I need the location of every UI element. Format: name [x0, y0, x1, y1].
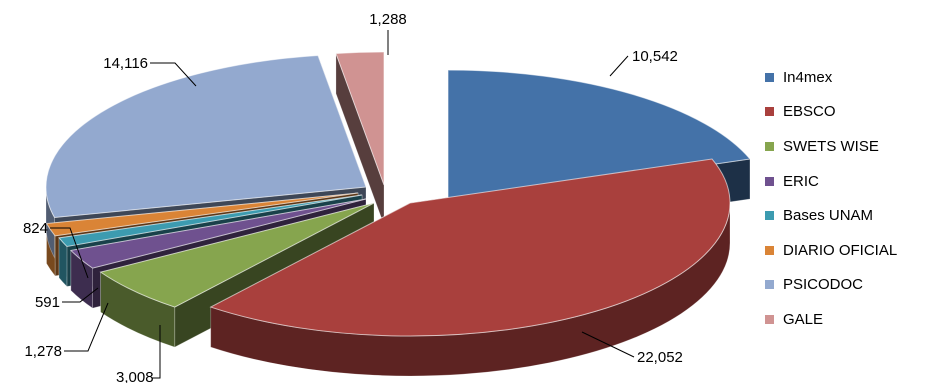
legend-label: GALE: [783, 310, 824, 328]
data-label: 1,278: [24, 343, 62, 360]
pie-slice: [58, 194, 363, 247]
data-label: 22,052: [637, 349, 683, 366]
leader-line: [150, 62, 197, 87]
legend-item: ERIC: [765, 164, 931, 199]
legend-item: PSICODOC: [765, 268, 931, 303]
legend-label: In4mex: [783, 68, 833, 86]
pie-chart: 10,542 22,052 3,008 1,278 591 824 14,116 1,288: [23, 11, 751, 383]
legend-swatch: [765, 176, 774, 186]
leader-line: [62, 287, 99, 303]
legend-swatch: [765, 211, 774, 221]
leader-line: [152, 325, 161, 379]
legend: In4mex EBSCO SWETS WISE ERIC Bases UNAM DIARI…: [765, 60, 931, 337]
legend-swatch: [765, 72, 774, 82]
data-label: 591: [35, 294, 60, 311]
data-label: 3,008: [116, 369, 154, 383]
pie-slice: [45, 192, 359, 237]
legend-item: SWETS WISE: [765, 129, 931, 164]
data-label: 14,116: [103, 55, 148, 72]
legend-label: DIARIO OFICIAL: [783, 241, 898, 259]
legend-label: PSICODOC: [783, 276, 864, 294]
leader-line: [50, 227, 89, 279]
legend-item: EBSCO: [765, 95, 931, 130]
leader-line: [64, 302, 109, 352]
legend-swatch: [765, 141, 774, 151]
legend-swatch: [765, 245, 774, 255]
legend-item: DIARIO OFICIAL: [765, 233, 931, 268]
legend-label: Bases UNAM: [783, 207, 874, 225]
legend-label: ERIC: [783, 172, 819, 190]
legend-item: GALE: [765, 302, 931, 337]
legend-item: Bases UNAM: [765, 198, 931, 233]
legend-swatch: [765, 314, 774, 324]
pie-slice: [209, 158, 731, 337]
legend-swatch: [765, 280, 774, 290]
data-label: 1,288: [369, 11, 407, 28]
leader-line: [581, 331, 635, 358]
pie-slice: [335, 51, 385, 186]
leader-line: [609, 55, 629, 77]
legend-swatch: [765, 107, 774, 117]
legend-item: In4mex: [765, 60, 931, 95]
pie-slice: [99, 202, 375, 308]
legend-label: SWETS WISE: [783, 137, 879, 155]
pie-slice: [45, 54, 367, 219]
data-label: 824: [23, 220, 48, 237]
legend-label: EBSCO: [783, 103, 836, 121]
data-label: 10,542: [632, 48, 678, 65]
